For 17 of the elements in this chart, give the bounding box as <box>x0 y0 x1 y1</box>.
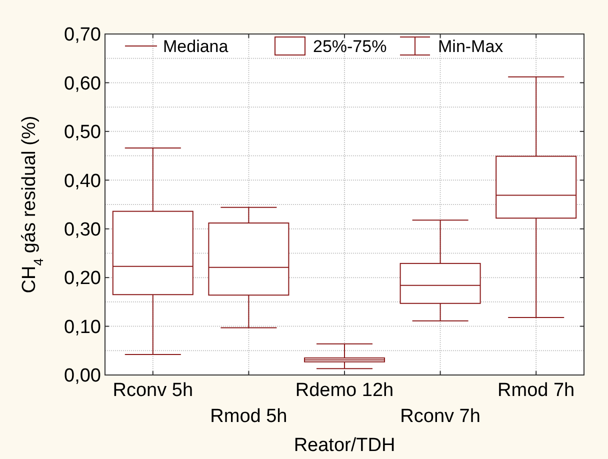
x-tick-label: Rmod 7h <box>498 380 575 401</box>
annotation: Mediana <box>163 36 229 56</box>
x-tick-label: Rconv 7h <box>400 406 480 427</box>
y-tick-label: 0,40 <box>64 170 101 192</box>
x-tick-label: Rmod 5h <box>210 406 288 427</box>
x-tick-label: Rconv 5h <box>112 380 194 401</box>
y-tick-label: 0,60 <box>64 73 101 94</box>
x-axis-title: Reator/TDH <box>294 435 396 456</box>
y-tick-label: 0,30 <box>64 220 101 241</box>
y-tick-label: 0,00 <box>64 366 101 387</box>
annotation: 25%-75% <box>313 36 387 56</box>
y-tick-label: 0,20 <box>64 268 101 290</box>
y-tick-label: 0,10 <box>64 316 101 338</box>
annotation: Min-Max <box>438 36 504 56</box>
x-tick-label: Rdemo 12h <box>295 380 394 401</box>
y-tick-label: 0,70 <box>64 24 101 46</box>
y-tick-label: 0,50 <box>64 122 101 144</box>
